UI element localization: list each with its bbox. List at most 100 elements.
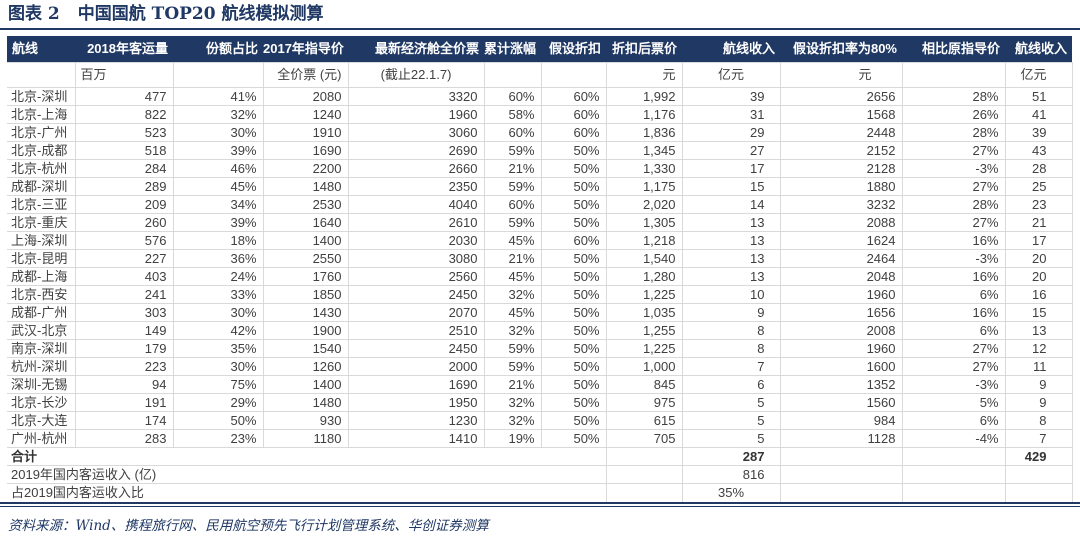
table-row: 成都-上海 403 24% 1760 2560 45% 50% 1,280 13 2048 16% 2…: [7, 267, 1073, 286]
table-row: 北京-西安 241 33% 1850 2450 32% 50% 1,225 10 1960 6% 16: [7, 285, 1073, 304]
cell-share: 50%: [172, 411, 264, 430]
cell-cum-increase: 32%: [483, 285, 542, 304]
cell-volume-2018: 303: [74, 303, 174, 322]
cell-cum-increase: 59%: [483, 339, 542, 358]
cell-guide-price-2017: 2550: [262, 249, 349, 268]
table-row: 成都-深圳 289 45% 1480 2350 59% 50% 1,175 15 1880 27% 2…: [7, 177, 1073, 196]
cell-route-revenue-80pct: 8: [1004, 411, 1073, 430]
cell-route-revenue-80pct: 39: [1004, 123, 1073, 142]
cell-assumed-discount: 50%: [540, 375, 607, 394]
cell-route-revenue-80pct: 17: [1004, 231, 1073, 250]
cell-guide-price-2017: 1400: [262, 231, 349, 250]
cell-cum-increase: 21%: [483, 249, 542, 268]
cell-price-80pct-discount: 1560: [779, 393, 903, 412]
cell-guide-price-2017: 1690: [262, 141, 349, 160]
cell-vs-guide-price: -3%: [901, 375, 1006, 394]
table-body: 北京-深圳 477 41% 2080 3320 60% 60% 1,992 39 2656 28% 5…: [7, 87, 1073, 502]
cell-price-80pct-discount: 2464: [779, 249, 903, 268]
cell-vs-guide-price: 27%: [901, 357, 1006, 376]
cell-price-80pct-discount: 1960: [779, 285, 903, 304]
cell-assumed-discount: 50%: [540, 339, 607, 358]
cell-share: 46%: [172, 159, 264, 178]
summary-cell-route-revenue-80pct: [1004, 483, 1073, 502]
cell-volume-2018: 403: [74, 267, 174, 286]
cell-route-revenue-80pct: 11: [1004, 357, 1073, 376]
table-row: 武汉-北京 149 42% 1900 2510 32% 50% 1,255 8 2008 6% 13: [7, 321, 1073, 340]
cell-route-revenue: 17: [681, 159, 781, 178]
cell-route: 上海-深圳: [7, 231, 76, 250]
cell-route: 北京-西安: [7, 285, 76, 304]
cell-guide-price-2017: 1430: [262, 303, 349, 322]
cell-route-revenue: 7: [681, 357, 781, 376]
cell-route-revenue-80pct: 25: [1004, 177, 1073, 196]
cell-discounted-fare: 1,218: [605, 231, 683, 250]
table-row: 北京-长沙 191 29% 1480 1950 32% 50% 975 5 1560 5% 9: [7, 393, 1073, 412]
col-subheader-volume-2018: 百万: [74, 62, 174, 88]
cell-assumed-discount: 50%: [540, 285, 607, 304]
table-row: 广州-杭州 283 23% 1180 1410 19% 50% 705 5 1128 -4% 7: [7, 429, 1073, 448]
col-header-latest-full-price: 最新经济舱全价票: [348, 36, 484, 63]
cell-vs-guide-price: 28%: [901, 195, 1006, 214]
cell-assumed-discount: 60%: [540, 105, 607, 124]
cell-route-revenue: 14: [681, 195, 781, 214]
cell-route-revenue: 27: [681, 141, 781, 160]
table-row: 上海-深圳 576 18% 1400 2030 45% 60% 1,218 13 1624 16% 1…: [7, 231, 1073, 250]
cell-discounted-fare: 705: [605, 429, 683, 448]
cell-share: 35%: [172, 339, 264, 358]
cell-vs-guide-price: 26%: [901, 105, 1006, 124]
cell-price-80pct-discount: 2128: [779, 159, 903, 178]
cell-discounted-fare: 2,020: [605, 195, 683, 214]
cell-discounted-fare: 1,836: [605, 123, 683, 142]
cell-discounted-fare: 1,330: [605, 159, 683, 178]
cell-share: 39%: [172, 141, 264, 160]
col-subheader-route: [7, 62, 76, 88]
cell-route-revenue: 15: [681, 177, 781, 196]
cell-latest-full-price: 3320: [347, 87, 485, 106]
cell-cum-increase: 32%: [483, 393, 542, 412]
cell-route-revenue-80pct: 21: [1004, 213, 1073, 232]
cell-guide-price-2017: 1180: [262, 429, 349, 448]
cell-discounted-fare: 975: [605, 393, 683, 412]
cell-cum-increase: 45%: [483, 231, 542, 250]
cell-volume-2018: 191: [74, 393, 174, 412]
cell-discounted-fare: 615: [605, 411, 683, 430]
cell-share: 32%: [172, 105, 264, 124]
cell-route-revenue: 9: [681, 303, 781, 322]
routes-table: 航线 2018年客运量 份额占比 2017年指导价 最新经济舱全价票 累计涨幅 假设折扣 折扣…: [7, 36, 1073, 502]
cell-route: 广州-杭州: [7, 429, 76, 448]
cell-route: 武汉-北京: [7, 321, 76, 340]
cell-route-revenue-80pct: 23: [1004, 195, 1073, 214]
cell-route-revenue-80pct: 16: [1004, 285, 1073, 304]
cell-guide-price-2017: 1910: [262, 123, 349, 142]
cell-cum-increase: 60%: [483, 87, 542, 106]
cell-volume-2018: 223: [74, 357, 174, 376]
cell-guide-price-2017: 1480: [262, 177, 349, 196]
cell-cum-increase: 59%: [483, 177, 542, 196]
cell-route: 北京-杭州: [7, 159, 76, 178]
summary-cell-route-revenue-80pct: 429: [1004, 447, 1073, 466]
col-header-volume-2018: 2018年客运量: [75, 36, 173, 63]
cell-cum-increase: 60%: [483, 195, 542, 214]
cell-vs-guide-price: 6%: [901, 411, 1006, 430]
summary-cell-vs-guide-price: [901, 483, 1006, 502]
summary-row: 2019年国内客运收入 (亿) 816: [7, 465, 1073, 484]
cell-route-revenue: 8: [681, 321, 781, 340]
table-subheader-row: 百万 全价票 (元) (截止22.1.7) 元亿元元亿元: [7, 62, 1073, 88]
cell-discounted-fare: 1,345: [605, 141, 683, 160]
figure-label: 图表 2: [8, 4, 60, 24]
cell-latest-full-price: 2610: [347, 213, 485, 232]
cell-assumed-discount: 50%: [540, 429, 607, 448]
cell-discounted-fare: 1,225: [605, 339, 683, 358]
cell-share: 45%: [172, 177, 264, 196]
cell-price-80pct-discount: 1568: [779, 105, 903, 124]
cell-volume-2018: 822: [74, 105, 174, 124]
cell-route: 北京-长沙: [7, 393, 76, 412]
cell-price-80pct-discount: 2008: [779, 321, 903, 340]
cell-assumed-discount: 60%: [540, 123, 607, 142]
col-subheader-route-revenue-80pct: 亿元: [1004, 62, 1073, 88]
cell-volume-2018: 283: [74, 429, 174, 448]
cell-vs-guide-price: 16%: [901, 303, 1006, 322]
source-note: 资料来源：Wind、携程旅行网、民用航空预先飞行计划管理系统、华创证券测算: [8, 518, 489, 534]
cell-latest-full-price: 3080: [347, 249, 485, 268]
cell-share: 39%: [172, 213, 264, 232]
